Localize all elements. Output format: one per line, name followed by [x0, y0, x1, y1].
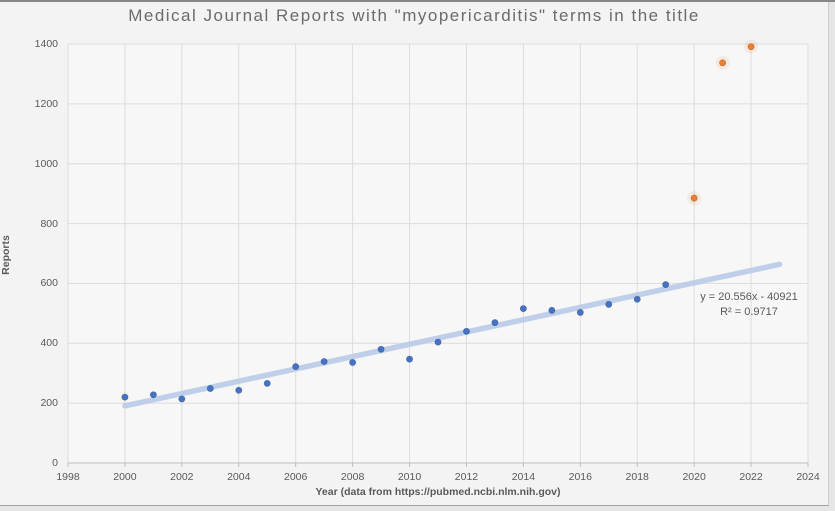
- trendline-label: y = 20.556x - 40921 R² = 0.9717: [688, 290, 810, 320]
- plot-area: [67, 39, 809, 467]
- y-tick-label: 1000: [34, 157, 58, 170]
- data-point: [519, 305, 527, 313]
- y-tick-label: 200: [40, 397, 58, 410]
- x-tick-label: 2018: [625, 471, 649, 483]
- x-tick-label: 2004: [227, 471, 251, 483]
- x-tick-label: 2012: [454, 471, 479, 483]
- x-tick-label: 2022: [739, 471, 763, 483]
- data-point: [178, 395, 186, 403]
- x-tick-label: 2010: [397, 471, 422, 483]
- data-point: [121, 393, 129, 401]
- data-point: [633, 295, 641, 303]
- y-tick-label: 400: [40, 337, 58, 350]
- y-tick-label: 600: [40, 277, 58, 290]
- x-tick-label: 2020: [682, 471, 706, 483]
- y-tick-label: 1400: [34, 38, 58, 50]
- data-point: [349, 358, 357, 366]
- data-point: [548, 306, 556, 314]
- data-point: [462, 327, 470, 335]
- data-point: [292, 363, 300, 371]
- y-tick-label: 800: [40, 217, 58, 230]
- y-axis-title: Reports: [0, 235, 12, 275]
- chart-area: Medical Journal Reports with "myopericar…: [0, 2, 829, 506]
- x-axis-title: Year (data from https://pubmed.ncbi.nlm.…: [315, 486, 561, 498]
- data-point: [406, 355, 414, 363]
- chart-title: Medical Journal Reports with "myopericar…: [128, 6, 700, 25]
- x-tick-label: 1998: [56, 471, 80, 483]
- x-tick-label: 2006: [284, 471, 308, 483]
- x-tick-label: 2014: [511, 471, 536, 483]
- data-point: [320, 358, 328, 366]
- data-point: [747, 43, 755, 51]
- data-point: [719, 59, 727, 67]
- x-tick-label: 2024: [796, 471, 820, 483]
- y-tick-label: 0: [52, 457, 58, 469]
- data-point: [377, 345, 385, 353]
- x-tick-label: 2000: [113, 471, 137, 483]
- window-top-edge: [0, 0, 835, 2]
- data-point: [662, 281, 670, 289]
- trendline: [122, 261, 783, 409]
- data-point: [235, 386, 243, 394]
- data-point: [576, 308, 584, 316]
- trendline-equation-text: y = 20.556x - 40921: [700, 291, 798, 303]
- data-point: [149, 391, 157, 399]
- data-point: [434, 338, 442, 346]
- data-point: [206, 384, 214, 392]
- x-tick-label: 2008: [340, 471, 365, 483]
- y-tick-label: 1200: [34, 97, 58, 110]
- data-point: [690, 194, 698, 202]
- data-point: [605, 300, 613, 308]
- data-point: [263, 379, 271, 387]
- x-tick-label: 2016: [568, 471, 592, 483]
- x-tick-label: 2002: [170, 471, 194, 483]
- data-point: [491, 319, 499, 327]
- trendline-r2-text: R² = 0.9717: [720, 306, 778, 318]
